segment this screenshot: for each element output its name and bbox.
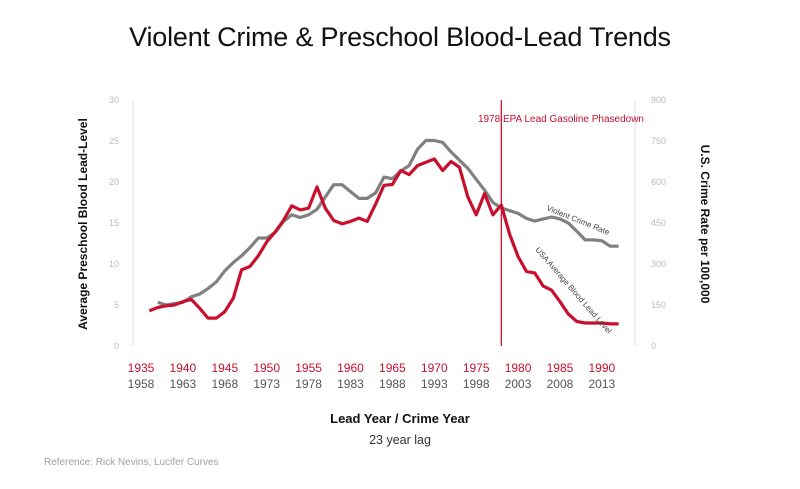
x-tick-lead-year: 1965	[379, 361, 406, 375]
x-tick-crime-year: 1993	[421, 377, 448, 391]
x-tick-crime-year: 2013	[589, 377, 616, 391]
y-tick-right: 750	[651, 136, 666, 146]
y-tick-left: 25	[109, 136, 119, 146]
x-tick-crime-year: 1963	[170, 377, 197, 391]
x-tick-lead-year: 1970	[421, 361, 448, 375]
y-ticks-left: 0 5 10 15 20 25 30	[109, 95, 119, 351]
y-tick-right: 900	[651, 95, 666, 105]
x-tick-crime-year: 1968	[211, 377, 238, 391]
y-tick-left: 30	[109, 95, 119, 105]
reference-note: Reference: Rick Nevins, Lucifer Curves	[44, 457, 219, 468]
x-tick-lead-year: 1955	[295, 361, 322, 375]
x-tick-lead-year: 1990	[589, 361, 616, 375]
y-axis-left-title: Average Preschool Blood Lead-Level	[76, 118, 90, 330]
data-points	[148, 139, 620, 325]
x-tick-lead-year: 1940	[170, 361, 197, 375]
x-tick-crime-year: 2003	[505, 377, 532, 391]
epa-phasedown-label: 1978 EPA Lead Gasoline Phasedown	[478, 114, 644, 125]
x-tick-crime-year: 1958	[128, 377, 155, 391]
x-tick-crime-year: 1978	[295, 377, 322, 391]
series-violent-crime-rate	[157, 138, 619, 307]
x-tick-lead-year: 1980	[505, 361, 532, 375]
y-tick-right: 300	[651, 259, 666, 269]
y-tick-right: 150	[651, 300, 666, 310]
x-tick-lead-year: 1985	[547, 361, 574, 375]
x-tick-crime-year: 1983	[337, 377, 364, 391]
x-tick-crime-year: 1998	[463, 377, 490, 391]
x-tick-crime-year: 2008	[547, 377, 574, 391]
series-blood-lead-level	[148, 157, 619, 326]
x-axis-subtitle: 23 year lag	[369, 433, 431, 447]
y-tick-left: 10	[109, 259, 119, 269]
x-tick-lead-year: 1935	[128, 361, 155, 375]
chart-title: Violent Crime & Preschool Blood-Lead Tre…	[129, 22, 671, 52]
x-tick-lead-year: 1945	[211, 361, 238, 375]
y-tick-left: 15	[109, 218, 119, 228]
x-tick-crime-year: 1988	[379, 377, 406, 391]
x-tick-lead-year: 1960	[337, 361, 364, 375]
y-tick-left: 20	[109, 177, 119, 187]
x-axis-title: Lead Year / Crime Year	[330, 411, 470, 426]
y-tick-right: 0	[651, 341, 656, 351]
y-axis-right-title: U.S. Crime Rate per 100,000	[698, 145, 712, 304]
x-tick-lead-year: 1975	[463, 361, 490, 375]
y-tick-right: 600	[651, 177, 666, 187]
x-tick-crime-year: 1973	[253, 377, 280, 391]
x-tick-lead-year: 1950	[253, 361, 280, 375]
x-ticks: 1935 1958 1940 1963 1945 1968 1950 1973 1955 1978…	[128, 361, 616, 391]
y-tick-right: 450	[651, 218, 666, 228]
y-ticks-right: 0 150 300 450 600 750 900	[651, 95, 666, 351]
y-tick-left: 0	[114, 341, 119, 351]
y-tick-left: 5	[114, 300, 119, 310]
